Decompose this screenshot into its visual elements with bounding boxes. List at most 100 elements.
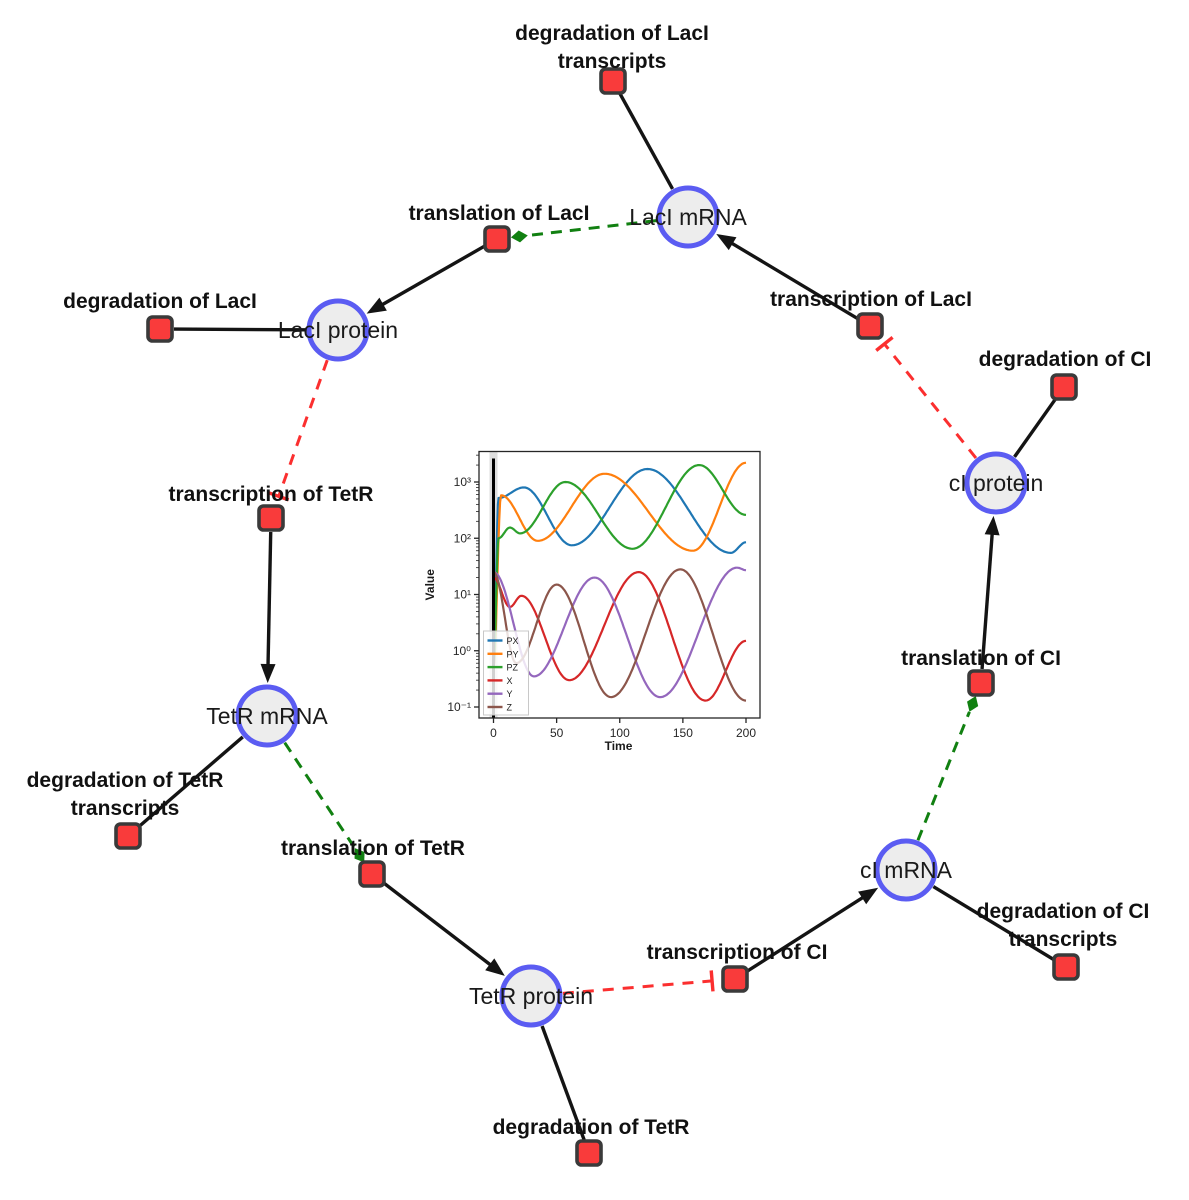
edge-laci-mrna-to-transl-laci bbox=[527, 219, 657, 237]
reaction-node-deg-tetr-tx bbox=[114, 822, 142, 850]
reaction-label-transl-laci-line1: translation of LacI bbox=[409, 202, 590, 225]
reaction-label-deg-ci-tx-line1: degradation of CI bbox=[977, 900, 1150, 923]
reaction-label-transc-laci-line1: transcription of LacI bbox=[770, 288, 972, 311]
reaction-node-transc-tetr bbox=[257, 504, 285, 532]
species-node-tetr-protein bbox=[499, 964, 563, 1028]
edge-laci-mrna-to-transl-laci-diamond-icon bbox=[510, 230, 528, 243]
species-node-ci-mrna bbox=[874, 838, 938, 902]
reaction-label-deg-tetr-line1: degradation of TetR bbox=[493, 1116, 690, 1139]
edge-transc-laci-to-laci-mrna bbox=[728, 240, 859, 321]
edge-transc-ci-to-ci-mrna bbox=[745, 894, 867, 973]
curve-z bbox=[492, 568, 747, 702]
legend-label-x: X bbox=[507, 676, 513, 686]
edge-ci-protein-to-transc-laci bbox=[883, 342, 978, 459]
reaction-label-transl-tetr-line1: translation of TetR bbox=[281, 837, 465, 860]
edge-ci-protein-to-deg-ci bbox=[1013, 397, 1058, 458]
species-label-tetr-mrna: TetR mRNA bbox=[206, 703, 328, 729]
species-node-laci-protein bbox=[306, 298, 370, 362]
species-label-laci-mrna: LacI mRNA bbox=[629, 204, 747, 230]
reaction-node-transl-laci bbox=[483, 225, 511, 253]
edge-transc-tetr-to-tetr-mrna bbox=[266, 531, 273, 669]
edge-tetr-protein-to-deg-tetr bbox=[540, 1025, 586, 1141]
edge-ci-mrna-to-deg-ci-tx bbox=[932, 885, 1055, 962]
edge-transl-laci-to-laci-protein bbox=[378, 244, 486, 308]
edge-laci-protein-to-transc-tetr-tbar-icon bbox=[268, 491, 290, 502]
curve-pz bbox=[492, 464, 747, 668]
edge-laci-mrna-to-deg-laci-tx bbox=[618, 92, 675, 190]
edge-laci-protein-to-deg-laci bbox=[173, 327, 307, 332]
x-tick-label: 200 bbox=[736, 726, 756, 740]
y-tick-label: 10² bbox=[454, 531, 471, 545]
curve-x bbox=[493, 571, 747, 702]
curve-py bbox=[492, 461, 747, 668]
legend-label-pz: PZ bbox=[507, 663, 519, 673]
reaction-node-transl-ci bbox=[967, 669, 995, 697]
reaction-label-transc-tetr-line1: transcription of TetR bbox=[169, 483, 374, 506]
edge-transc-tetr-to-tetr-mrna-arrowhead-icon bbox=[260, 663, 276, 684]
species-label-laci-protein: LacI protein bbox=[278, 317, 398, 343]
reaction-node-transc-ci bbox=[721, 965, 749, 993]
y-tick-label: 10⁻¹ bbox=[447, 700, 471, 714]
edges-layer bbox=[137, 92, 1058, 1141]
edge-transc-ci-to-ci-mrna-arrowhead-icon bbox=[858, 887, 879, 905]
edge-tetr-mrna-to-transl-tetr-diamond-icon bbox=[354, 848, 365, 863]
legend-label-y: Y bbox=[507, 689, 513, 699]
edge-transc-laci-to-laci-mrna-arrowhead-icon bbox=[716, 233, 737, 251]
edge-transl-ci-to-ci-protein-arrowhead-icon bbox=[984, 515, 1000, 536]
edge-transl-tetr-to-tetr-protein-arrowhead-icon bbox=[485, 958, 505, 976]
x-tick-label: 100 bbox=[610, 726, 630, 740]
reaction-label-deg-tetr-tx-line1: degradation of TetR bbox=[27, 769, 224, 792]
reaction-label-transc-ci-line1: transcription of CI bbox=[647, 941, 828, 964]
x-tick-label: 50 bbox=[550, 726, 564, 740]
legend-label-px: PX bbox=[507, 636, 519, 646]
y-axis-title: Value bbox=[423, 569, 437, 601]
species-label-ci-protein: cI protein bbox=[949, 470, 1044, 496]
reaction-node-deg-tetr bbox=[575, 1139, 603, 1167]
species-node-tetr-mrna bbox=[235, 684, 299, 748]
reaction-node-deg-ci bbox=[1050, 373, 1078, 401]
x-axis-title: Time bbox=[605, 739, 633, 753]
plot-legend: PX PY PZ XYZ bbox=[483, 630, 529, 716]
reaction-node-deg-laci bbox=[146, 315, 174, 343]
y-tick-label: 10³ bbox=[454, 475, 471, 489]
labels-layer: degradation of LacI transcripts translatio… bbox=[27, 22, 1152, 1139]
edge-ci-protein-to-transc-laci-tbar-icon bbox=[875, 336, 894, 352]
legend-label-z: Z bbox=[507, 703, 513, 713]
reaction-node-deg-laci-tx bbox=[599, 67, 627, 95]
edge-laci-protein-to-transc-tetr bbox=[277, 359, 329, 497]
species-label-tetr-protein: TetR protein bbox=[469, 983, 593, 1009]
edge-tetr-mrna-to-deg-tetr-tx bbox=[137, 735, 244, 829]
plot-curves bbox=[492, 461, 747, 702]
edge-tetr-protein-to-transc-ci-tbar-icon bbox=[709, 970, 715, 992]
reaction-label-deg-tetr-tx-line2: transcripts bbox=[71, 797, 180, 820]
edge-transl-ci-to-ci-protein bbox=[980, 530, 995, 670]
edge-ci-mrna-to-transl-ci-diamond-icon bbox=[967, 695, 979, 712]
x-tick-label: 0 bbox=[490, 726, 497, 740]
species-node-laci-mrna bbox=[656, 185, 720, 249]
legend-box bbox=[483, 630, 529, 716]
reaction-label-deg-laci-tx-line2: transcripts bbox=[558, 50, 667, 73]
nodes-layer bbox=[114, 67, 1080, 1167]
edge-ci-mrna-to-transl-ci bbox=[916, 711, 971, 841]
reaction-label-transl-ci-line1: translation of CI bbox=[901, 647, 1061, 670]
species-node-ci-protein bbox=[964, 451, 1028, 515]
curve-px bbox=[492, 467, 747, 668]
y-tick-label: 10¹ bbox=[454, 588, 471, 602]
reaction-label-deg-laci-tx-line1: degradation of LacI bbox=[515, 22, 709, 45]
legend-label-py: PY bbox=[507, 649, 519, 659]
edge-transl-tetr-to-tetr-protein bbox=[382, 881, 494, 969]
edge-transl-laci-to-laci-protein-arrowhead-icon bbox=[366, 297, 387, 314]
reaction-label-deg-laci-line1: degradation of LacI bbox=[63, 290, 257, 313]
curve-y bbox=[493, 566, 747, 699]
reaction-node-transc-laci bbox=[856, 312, 884, 340]
reaction-node-deg-ci-tx bbox=[1052, 953, 1080, 981]
reaction-label-deg-ci-line1: degradation of CI bbox=[979, 348, 1152, 371]
edge-tetr-protein-to-transc-ci bbox=[562, 979, 713, 995]
species-label-ci-mrna: cI mRNA bbox=[860, 857, 953, 883]
reaction-node-transl-tetr bbox=[358, 860, 386, 888]
plot-background bbox=[424, 438, 774, 760]
reaction-label-deg-ci-tx-line2: transcripts bbox=[1009, 928, 1118, 951]
